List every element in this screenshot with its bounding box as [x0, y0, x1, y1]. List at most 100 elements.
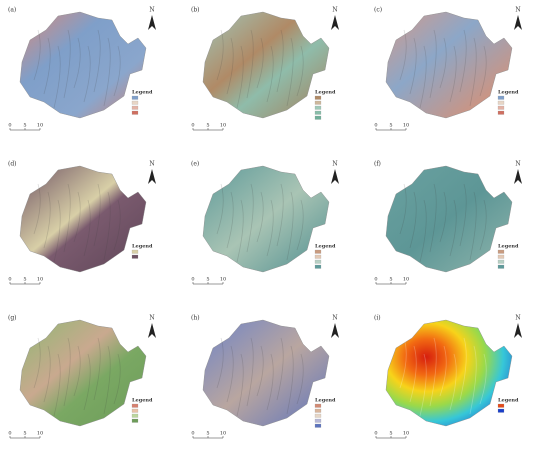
terrain-stroke [53, 353, 61, 417]
legend-swatch [314, 100, 322, 105]
terrain-stroke [83, 199, 91, 257]
scale-label: 10 [37, 277, 43, 283]
scale-label: 0 [191, 123, 194, 129]
terrain-stroke [409, 191, 417, 249]
terrain-stroke [113, 353, 121, 405]
north-label: N [149, 7, 154, 14]
legend-swatch [131, 105, 139, 110]
terrain-stroke [216, 183, 224, 235]
terrain-stroke [43, 191, 51, 249]
terrain-stroke [43, 345, 51, 403]
panel-label: (g) [8, 315, 17, 322]
map-panel: (h) N Legend 0 5 10 [191, 315, 339, 439]
terrain-stroke [33, 337, 41, 389]
legend-swatch [314, 110, 322, 115]
panel-label: (i) [374, 315, 381, 322]
north-arrow [514, 15, 522, 30]
legend-title: Legend [132, 90, 153, 96]
legend-title: Legend [498, 398, 519, 404]
map-region [19, 319, 147, 427]
terrain-stroke [459, 337, 467, 401]
scale-label: 10 [220, 277, 226, 283]
terrain-stroke [33, 29, 41, 81]
legend-swatch [131, 95, 139, 100]
legend-title: Legend [498, 90, 519, 96]
scale-label: 0 [8, 277, 11, 283]
north-label: N [515, 161, 520, 168]
legend-swatch [131, 403, 139, 408]
terrain-stroke [43, 37, 51, 95]
terrain-stroke [53, 45, 61, 109]
terrain-stroke [399, 29, 407, 81]
scale-label: 10 [220, 123, 226, 129]
terrain-stroke [449, 353, 457, 411]
terrain-stroke [409, 37, 417, 95]
north-label: N [149, 161, 154, 168]
terrain-stroke [216, 29, 224, 81]
legend-title: Legend [132, 398, 153, 404]
terrain-stroke [266, 45, 274, 103]
map-region [385, 11, 513, 119]
legend-swatch [314, 418, 322, 423]
terrain-stroke [296, 199, 304, 251]
legend-title: Legend [315, 244, 336, 250]
panel-label: (b) [191, 7, 200, 14]
terrain-stroke [399, 183, 407, 235]
legend-swatch [497, 254, 505, 259]
panel-label: (a) [8, 7, 16, 14]
terrain-stroke [226, 191, 234, 249]
terrain-stroke [113, 199, 121, 251]
legend-swatch [314, 105, 322, 110]
north-arrow [148, 169, 156, 184]
scale-label: 5 [206, 277, 209, 283]
map-region [385, 319, 513, 427]
legend-title: Legend [498, 244, 519, 250]
scale-label: 0 [374, 431, 377, 437]
north-arrow [331, 15, 339, 30]
legend-swatch [497, 95, 505, 100]
terrain-stroke [246, 183, 254, 253]
terrain-stroke [236, 353, 244, 417]
map-region [19, 165, 147, 273]
legend-swatch [131, 408, 139, 413]
terrain-stroke [459, 183, 467, 247]
terrain-stroke [266, 199, 274, 257]
legend-swatch [314, 403, 322, 408]
legend-swatch [131, 249, 139, 254]
terrain-stroke [73, 37, 81, 89]
terrain-stroke [296, 45, 304, 97]
terrain-stroke [33, 183, 41, 235]
north-arrow [514, 169, 522, 184]
terrain-stroke [93, 337, 101, 401]
legend-swatch [497, 259, 505, 264]
legend-title: Legend [315, 90, 336, 96]
terrain-stroke [103, 37, 111, 107]
north-label: N [515, 315, 520, 322]
terrain-stroke [246, 29, 254, 99]
north-label: N [149, 315, 154, 322]
legend-swatch [314, 413, 322, 418]
panel-label: (h) [191, 315, 200, 322]
terrain-stroke [429, 337, 437, 407]
map-region [19, 11, 147, 119]
scale-label: 5 [389, 431, 392, 437]
scale-label: 5 [389, 277, 392, 283]
map-panel: (e) N Legend 0 5 10 [191, 161, 339, 285]
terrain-stroke [479, 45, 487, 97]
terrain-stroke [226, 345, 234, 403]
terrain-stroke [479, 353, 487, 405]
map-panel: (f) N Legend 0 5 10 [374, 161, 522, 285]
terrain-stroke [419, 353, 427, 417]
legend-swatch [131, 110, 139, 115]
legend-swatch [314, 423, 322, 428]
terrain-stroke [103, 345, 111, 415]
scale-bar [9, 282, 41, 285]
terrain-stroke [439, 37, 447, 89]
terrain-stroke [479, 199, 487, 251]
legend-swatch [497, 249, 505, 254]
legend-swatch [131, 418, 139, 423]
scale-label: 0 [8, 123, 11, 129]
panel-label: (c) [374, 7, 382, 14]
legend-swatch [131, 254, 139, 259]
